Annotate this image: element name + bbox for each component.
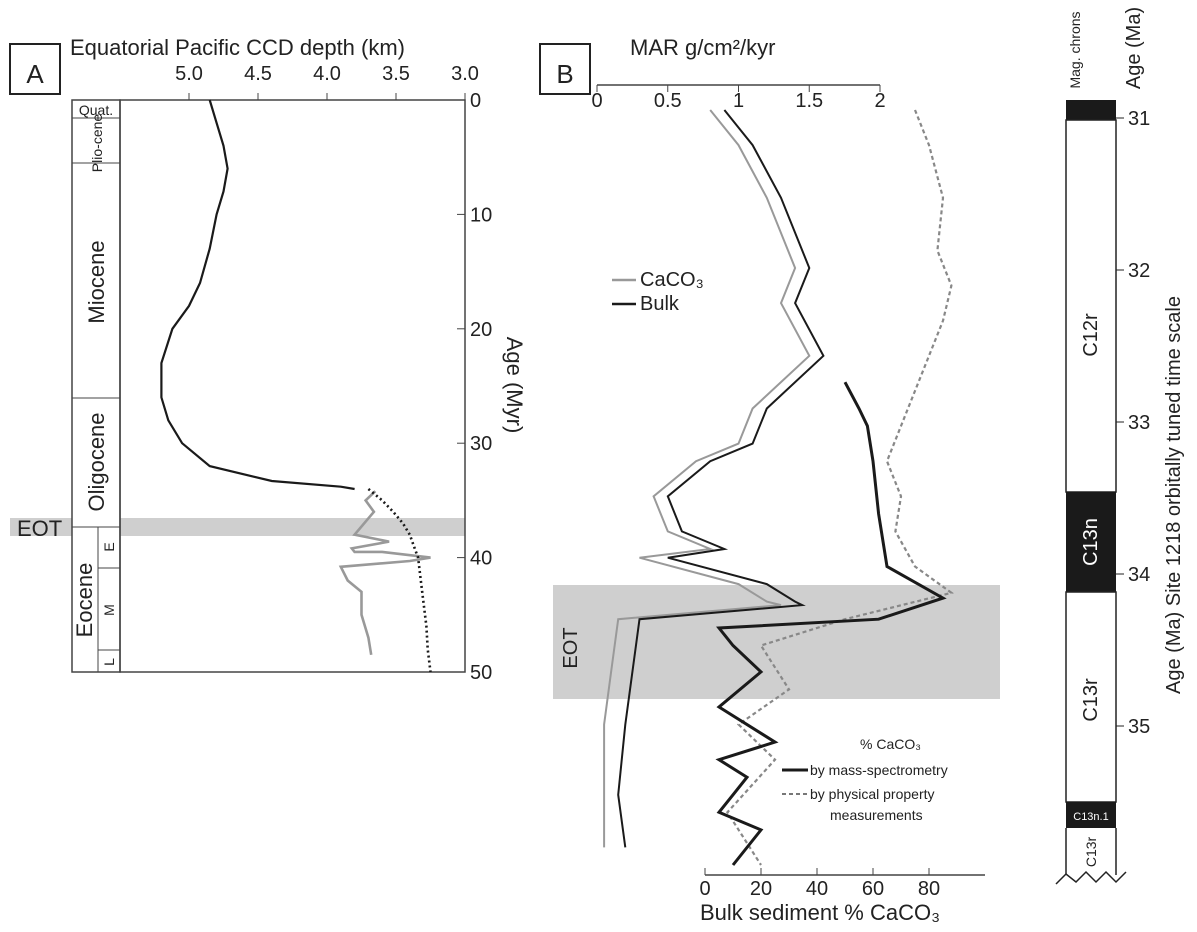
timescale-tick-label: 31 <box>1128 108 1150 130</box>
panel-a-age-tick-label: 40 <box>470 548 492 570</box>
timescale-tick-label: 34 <box>1128 564 1150 586</box>
chron-black-top <box>1066 100 1116 120</box>
panel-b-top-tick-label: 2 <box>874 90 885 112</box>
pct-caco3-mass-spec-line <box>715 381 947 866</box>
chron-c12r <box>1065 119 1117 493</box>
legend-bulk-label: Bulk <box>640 293 680 315</box>
panel-b-top-tick-label: 0.5 <box>654 90 682 112</box>
chron-c13n1 <box>1066 802 1116 828</box>
mar-caco3-line <box>603 109 811 848</box>
panel-b-top-tick-label: 0 <box>591 90 602 112</box>
panel-b-bottom-tick-label: 20 <box>750 878 772 900</box>
chron-c13n <box>1066 492 1116 592</box>
panel-a-depth-tick-label: 3.0 <box>451 63 479 85</box>
panel-a: A Equatorial Pacific CCD depth (km) EOT … <box>9 35 527 684</box>
panel-a-letter-box <box>9 43 61 95</box>
panel-a-age-tick-label: 0 <box>470 90 481 112</box>
legend2-phys-label-2: measurements <box>830 807 923 823</box>
ccd-eocene-grey-line <box>338 490 431 656</box>
subepoch-early: E <box>101 542 117 551</box>
timescale-tick-label: 32 <box>1128 260 1150 282</box>
panel-b-bottom-tick-label: 40 <box>806 878 828 900</box>
panel-b-legend-1: CaCO₃ Bulk <box>612 269 704 315</box>
panel-a-depth-tick-label: 3.5 <box>382 63 410 85</box>
timescale-tick-label: 33 <box>1128 412 1150 434</box>
panel-b-top-tick-label: 1.5 <box>795 90 823 112</box>
panel-a-letter: A <box>26 59 44 89</box>
chron-label-c13r: C13r <box>1080 678 1102 722</box>
panel-b-bottom-tick-label: 60 <box>862 878 884 900</box>
panel-b: B MAR g/cm²/kyr EOT 0 0.5 1 1.5 20 20 40 60 80 B… <box>539 35 1000 925</box>
epoch-eocene: Eocene <box>72 563 97 638</box>
timescale-header-chrons: Mag. chrons <box>1067 11 1083 88</box>
timescale-tick-label: 35 <box>1128 716 1150 738</box>
chron-c13r <box>1065 591 1117 803</box>
panel-a-depth-tick-label: 4.5 <box>244 63 272 85</box>
legend2-title: % CaCO₃ <box>860 736 921 752</box>
legend-caco3-label: CaCO₃ <box>640 269 704 291</box>
legend2-mass-label: by mass-spectrometry <box>810 762 948 778</box>
panel-b-top-tick-label: 1 <box>733 90 744 112</box>
panel-b-ticks: 0 0.5 1 1.5 20 20 40 60 80 <box>591 85 940 900</box>
subepoch-late: L <box>101 658 117 666</box>
legend2-phys-label-1: by physical property <box>810 786 935 802</box>
chron-label-c13n1: C13n.1 <box>1073 811 1108 823</box>
chron-label-c13n: C13n <box>1080 518 1102 566</box>
timescale-header-age: Age (Ma) <box>1123 7 1145 89</box>
panel-a-depth-tick-label: 5.0 <box>175 63 203 85</box>
panel-a-eot-label: EOT <box>17 516 62 541</box>
panel-b-lines <box>603 109 954 866</box>
panel-a-age-tick-label: 50 <box>470 662 492 684</box>
epoch-oligocene: Oligocene <box>84 412 109 511</box>
epoch-pliocene: Plio-cene <box>89 114 105 173</box>
panel-a-depth-tick-label: 4.0 <box>313 63 341 85</box>
chron-label-c12r: C12r <box>1080 313 1102 357</box>
panel-a-plot-frame <box>119 99 466 673</box>
panel-b-bottom-tick-label: 80 <box>918 878 940 900</box>
panel-b-legend-2: % CaCO₃ by mass-spectrometry by physical… <box>782 736 948 823</box>
panel-b-bottom-axis-label: Bulk sediment % CaCO₃ <box>700 900 940 925</box>
panel-b-eot-label: EOT <box>560 627 582 668</box>
epoch-miocene: Miocene <box>84 240 109 323</box>
timescale-side-label: Age (Ma) Site 1218 orbitally tuned time … <box>1163 296 1185 694</box>
panel-a-ticks: 5.0 4.5 4.0 3.5 3.0 0 10 20 30 40 50 <box>175 63 492 684</box>
timescale-break <box>1055 870 1127 885</box>
chron-label-c13r-lower: C13r <box>1083 836 1099 867</box>
panel-a-lines <box>160 99 432 673</box>
panel-a-eot-band <box>10 518 465 536</box>
panel-a-age-tick-label: 10 <box>470 204 492 226</box>
panel-a-age-tick-label: 20 <box>470 319 492 341</box>
panel-b-letter-box <box>539 43 591 95</box>
timescale: Mag. chrons Age (Ma) C12r C13n C13r C13n… <box>1055 7 1185 885</box>
subepoch-middle: M <box>101 604 117 616</box>
panel-b-letter: B <box>556 59 573 89</box>
panel-a-age-label: Age (Myr) <box>502 337 527 434</box>
epoch-quat: Quat. <box>79 102 113 118</box>
panel-a-title: Equatorial Pacific CCD depth (km) <box>70 35 405 60</box>
epoch-column <box>71 99 121 673</box>
mar-bulk-line <box>617 109 825 848</box>
ccd-depth-line <box>160 99 355 491</box>
panel-b-top-axis-label: MAR g/cm²/kyr <box>630 35 775 60</box>
pct-caco3-physical-line <box>726 109 954 866</box>
timescale-ticks: 31 32 33 34 35 <box>1116 108 1150 738</box>
panel-b-bottom-tick-label: 0 <box>699 878 710 900</box>
ccd-eocene-dotted-line <box>367 487 432 673</box>
panel-a-age-tick-label: 30 <box>470 433 492 455</box>
